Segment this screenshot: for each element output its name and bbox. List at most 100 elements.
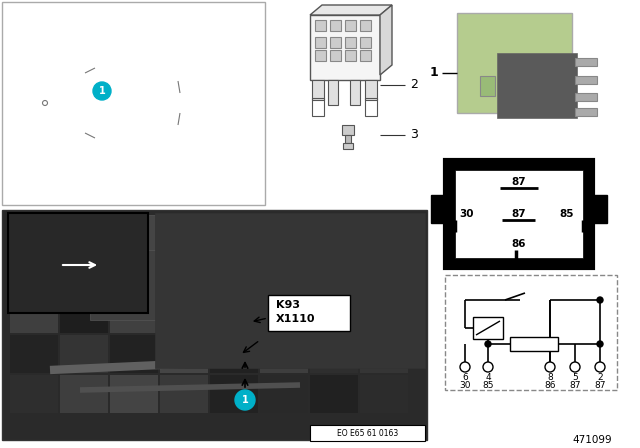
Bar [160,215,208,253]
Bar [345,20,356,31]
Bar [110,335,158,373]
Circle shape [93,82,111,100]
Bar [360,50,371,61]
Bar [60,255,108,293]
Text: 1: 1 [429,66,438,79]
Circle shape [235,390,255,410]
Bar [360,37,371,48]
Bar [10,295,58,333]
Bar [312,98,324,116]
Bar [110,255,158,293]
Bar [360,335,408,373]
Bar [210,375,258,413]
Bar [360,215,408,253]
Bar [365,98,377,116]
Bar [315,50,326,61]
Bar [310,215,358,253]
FancyBboxPatch shape [457,13,572,113]
Text: 86: 86 [512,239,526,249]
Text: 87: 87 [512,209,526,219]
Bar [497,53,577,118]
Bar [260,335,308,373]
Bar [2,210,427,440]
Bar [160,375,208,413]
Bar [260,295,308,333]
Bar [210,255,258,293]
Bar [350,80,360,105]
Bar [268,295,350,331]
Text: 85: 85 [560,209,574,219]
Bar [60,295,108,333]
Bar [480,76,495,96]
Bar [8,213,148,313]
Bar [310,425,425,441]
Bar [360,295,408,333]
Text: 3: 3 [410,129,418,142]
Bar [510,337,558,351]
Bar [575,108,597,116]
Text: 87: 87 [595,382,605,391]
Bar [445,160,593,268]
Bar [431,195,445,223]
Bar [360,20,371,31]
Text: EO E65 61 0163: EO E65 61 0163 [337,428,399,438]
Text: K93: K93 [276,300,300,310]
Bar [330,50,341,61]
Bar [473,317,503,339]
Bar [345,50,356,61]
Polygon shape [310,5,392,15]
Bar [575,58,597,66]
Bar [160,295,208,333]
Bar [210,295,258,333]
Bar [575,76,597,84]
Bar [110,375,158,413]
Bar [330,20,341,31]
Bar [365,80,377,100]
Text: X1110: X1110 [276,314,316,324]
Text: 30: 30 [460,209,474,219]
Text: 5: 5 [572,372,578,382]
Bar [2,2,265,205]
Bar [328,80,338,105]
Circle shape [597,297,603,303]
Bar [60,215,108,253]
Bar [360,375,408,413]
Circle shape [570,362,580,372]
Text: 2: 2 [597,372,603,382]
Bar [110,295,158,333]
Bar [310,335,358,373]
Bar [10,375,58,413]
Bar [60,375,108,413]
Bar [315,37,326,48]
Text: 4: 4 [485,372,491,382]
Circle shape [595,362,605,372]
Text: 2: 2 [410,78,418,91]
Text: 30: 30 [460,382,471,391]
Bar [90,230,240,320]
Bar [220,225,340,305]
Text: 471099: 471099 [572,435,612,445]
Circle shape [597,341,603,347]
Bar [160,335,208,373]
Circle shape [545,362,555,372]
Bar [210,215,258,253]
Bar [330,37,341,48]
Bar [593,195,607,223]
Bar [310,295,358,333]
Bar [260,255,308,293]
Bar [100,215,350,250]
Text: 87: 87 [512,177,526,187]
Text: 1: 1 [99,86,106,96]
Bar [10,215,58,253]
Bar [10,335,58,373]
Text: 8: 8 [547,372,553,382]
Text: 87: 87 [569,382,580,391]
Bar [312,80,324,100]
Bar [445,275,617,390]
Circle shape [460,362,470,372]
Bar [210,335,258,373]
Polygon shape [25,55,215,151]
Bar [343,143,353,149]
Bar [455,170,583,258]
Text: 1: 1 [242,395,248,405]
